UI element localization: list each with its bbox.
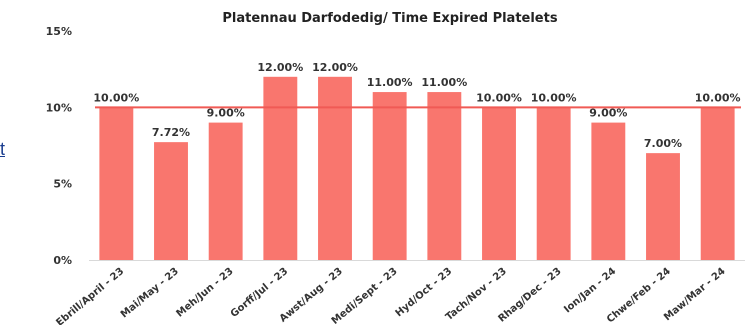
data-label: 12.00% <box>312 61 358 74</box>
y-tick-label: 0% <box>53 254 72 267</box>
bar <box>591 122 626 260</box>
y-tick-label: 10% <box>46 101 72 114</box>
data-labels-group: 10.00% 7.72% 9.00% 12.00% 12.00% 11.00% 11.00%… <box>93 61 740 150</box>
data-label: 11.00% <box>367 76 413 89</box>
data-label: 10.00% <box>476 91 522 104</box>
bar <box>263 76 298 260</box>
y-axis: 0% 5% 10% 15% <box>46 25 72 267</box>
x-tick-label: Meh/Jun - 23 <box>175 266 236 320</box>
x-tick-label: Ebrill/April - 23 <box>54 266 126 325</box>
bar <box>482 107 516 260</box>
bars-group <box>99 76 735 260</box>
bar <box>536 107 571 260</box>
data-label: 7.00% <box>644 137 682 150</box>
y-tick-label: 15% <box>46 25 72 38</box>
data-label: 7.72% <box>152 126 190 139</box>
chart-title: Platennau Darfodedig/ Time Expired Plate… <box>222 11 557 26</box>
data-label: 11.00% <box>421 76 467 89</box>
data-label: 9.00% <box>589 107 627 120</box>
x-tick-label: Ion/Jan - 24 <box>562 266 618 316</box>
partial-link-text[interactable]: t <box>0 139 6 159</box>
data-label: 9.00% <box>207 107 245 120</box>
y-tick-label: 5% <box>53 178 72 191</box>
bar <box>427 92 462 260</box>
data-label: 10.00% <box>531 91 577 104</box>
bar <box>208 122 243 260</box>
x-tick-label: Mai/May - 23 <box>119 266 181 321</box>
data-label: 10.00% <box>93 91 139 104</box>
x-tick-label: Gorff/Jul - 23 <box>229 266 291 320</box>
bar <box>700 107 735 260</box>
bar <box>154 142 188 260</box>
bar <box>372 92 407 260</box>
bar <box>318 76 352 260</box>
bar <box>99 107 134 260</box>
bar <box>646 153 680 260</box>
x-tick-label: Hyd/Oct - 23 <box>394 266 455 319</box>
data-label: 12.00% <box>257 61 303 74</box>
data-label: 10.00% <box>695 91 741 104</box>
